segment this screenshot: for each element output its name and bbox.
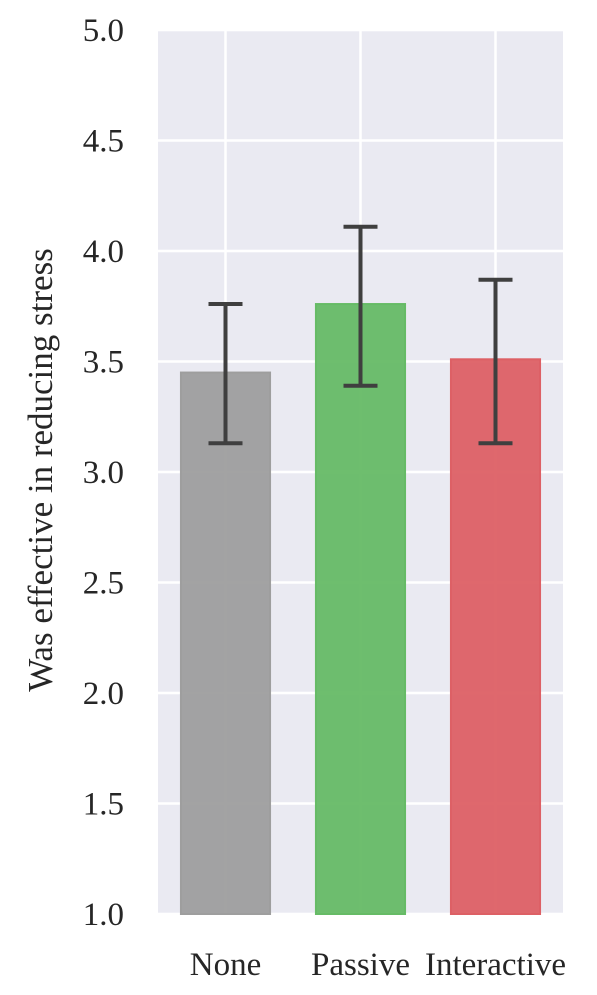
bars [179,303,542,916]
error-bars [208,224,513,446]
y-tick-label: 3.0 [83,455,124,491]
y-tick-labels: 1.0 1.5 2.0 2.5 3.0 3.5 4.0 4.5 5.0 [83,13,124,933]
bar-interactive [449,358,542,916]
y-tick-label: 2.0 [83,676,124,712]
y-tick-label: 5.0 [83,13,124,49]
y-tick-label: 1.5 [83,787,124,823]
y-tick-label: 2.5 [83,566,124,602]
y-axis-label: Was effective in reducing stress [21,248,60,692]
x-tick-label-passive: Passive [311,947,410,983]
error-bar-none [208,302,243,446]
x-tick-labels: None Passive Interactive [190,947,566,983]
x-tick-label-none: None [190,947,261,983]
x-tick-label-interactive: Interactive [425,947,566,983]
bar-none [179,371,272,915]
y-tick-label: 3.5 [83,345,124,381]
y-tick-label: 1.0 [83,897,124,933]
y-tick-label: 4.0 [83,234,124,270]
error-bar-passive [343,224,378,388]
y-tick-label: 4.5 [83,124,124,160]
error-bar-interactive [478,277,513,446]
bar-passive [314,303,407,916]
